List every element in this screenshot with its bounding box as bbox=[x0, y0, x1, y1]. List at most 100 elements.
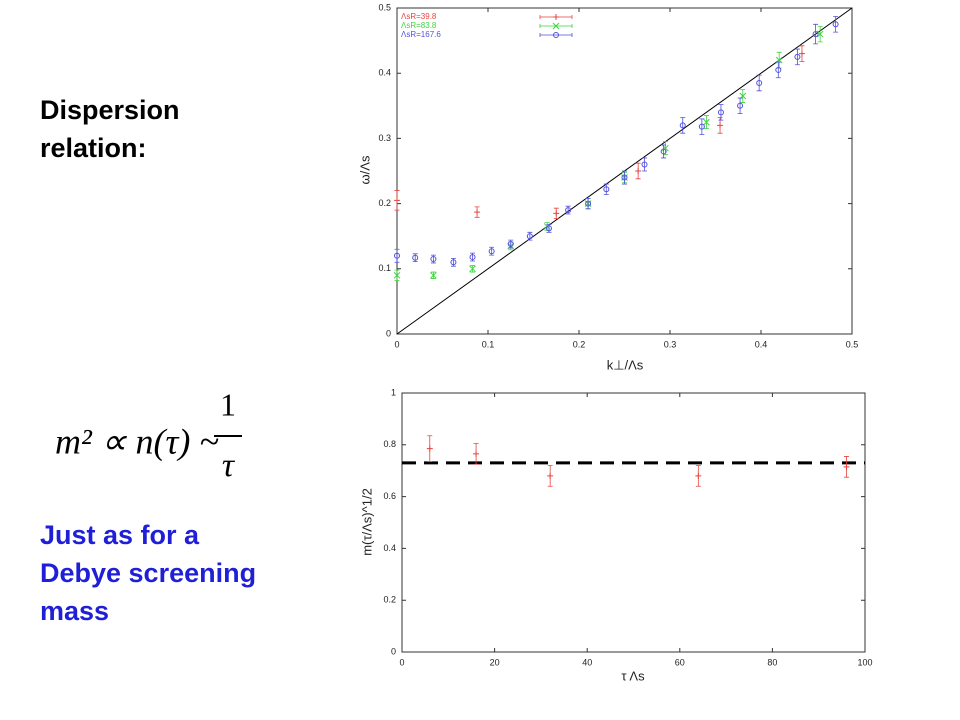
data-point bbox=[603, 186, 610, 193]
data-point bbox=[812, 31, 819, 38]
x-tick-label: 0 bbox=[399, 657, 404, 667]
data-point bbox=[695, 472, 702, 479]
error-bar bbox=[699, 118, 705, 135]
error-bar bbox=[775, 61, 781, 79]
legend-label: ΛsR=83.8 bbox=[401, 21, 437, 30]
formula-numerator: 1 bbox=[220, 386, 236, 422]
legend-label: ΛsR=167.6 bbox=[401, 30, 441, 39]
error-bar bbox=[794, 48, 800, 66]
data-point bbox=[526, 233, 533, 240]
data-point bbox=[430, 256, 437, 263]
error-bar bbox=[394, 248, 400, 263]
legend-marker bbox=[553, 32, 559, 38]
data-point bbox=[565, 207, 572, 214]
data-point bbox=[585, 200, 592, 207]
data-point bbox=[621, 174, 628, 181]
y-tick-label: 0.6 bbox=[383, 491, 396, 501]
error-bar bbox=[585, 197, 591, 210]
x-tick-label: 60 bbox=[675, 657, 685, 667]
y-tick-label: 0 bbox=[386, 328, 391, 338]
data-point bbox=[394, 197, 400, 204]
data-point bbox=[450, 259, 457, 266]
data-point bbox=[393, 271, 401, 279]
legend-marker bbox=[553, 14, 559, 20]
y-tick-label: 1 bbox=[391, 387, 396, 397]
data-point bbox=[703, 118, 710, 126]
data-point bbox=[775, 66, 782, 73]
data-point bbox=[798, 50, 805, 57]
heading: Dispersion bbox=[40, 95, 180, 125]
data-point bbox=[412, 254, 419, 261]
data-point bbox=[469, 254, 476, 261]
y-tick-label: 0.4 bbox=[383, 543, 396, 553]
y-tick-label: 0 bbox=[391, 646, 396, 656]
x-tick-label: 0.4 bbox=[755, 339, 768, 349]
y-tick-label: 0.8 bbox=[383, 439, 396, 449]
note: mass bbox=[40, 596, 109, 626]
x-tick-label: 0.3 bbox=[664, 339, 677, 349]
x-tick-label: 0.5 bbox=[846, 339, 859, 349]
error-bar bbox=[680, 117, 686, 134]
data-point bbox=[553, 210, 560, 217]
x-axis-label: τ Λs bbox=[621, 668, 645, 683]
data-point bbox=[488, 248, 495, 255]
y-tick-label: 0.5 bbox=[378, 2, 391, 12]
data-point bbox=[816, 30, 824, 38]
data-point bbox=[426, 445, 433, 452]
error-bar bbox=[642, 157, 648, 172]
data-point bbox=[794, 53, 801, 60]
error-bar bbox=[718, 104, 724, 121]
error-bar bbox=[813, 23, 819, 45]
data-point bbox=[679, 122, 686, 129]
data-point bbox=[507, 241, 514, 248]
y-axis-label: m(τ/Λs)^1/2 bbox=[359, 488, 374, 556]
y-tick-label: 0.4 bbox=[378, 68, 391, 78]
data-point bbox=[756, 79, 763, 86]
x-axis-label: k⊥/Λs bbox=[607, 357, 644, 372]
x-tick-label: 40 bbox=[582, 657, 592, 667]
data-point bbox=[474, 209, 481, 216]
data-point bbox=[394, 252, 400, 259]
y-axis-label: ω/Λs bbox=[357, 155, 372, 184]
error-bar bbox=[737, 97, 743, 115]
x-tick-label: 0.2 bbox=[573, 339, 586, 349]
error-bar bbox=[622, 170, 627, 185]
formula-denominator: τ bbox=[222, 447, 236, 484]
data-point bbox=[660, 148, 667, 155]
data-point bbox=[737, 102, 744, 109]
error-bar bbox=[603, 183, 609, 195]
data-point bbox=[430, 271, 437, 279]
y-tick-label: 0.3 bbox=[378, 133, 391, 143]
formula: m² ∝ n(τ) ~ bbox=[55, 421, 219, 461]
note: Just as for a bbox=[40, 520, 200, 550]
data-point bbox=[469, 265, 476, 273]
error-bar bbox=[833, 16, 839, 33]
legend-label: ΛsR=39.8 bbox=[401, 12, 437, 21]
y-tick-label: 0.2 bbox=[383, 595, 396, 605]
y-tick-label: 0.2 bbox=[378, 198, 391, 208]
data-point bbox=[717, 122, 724, 129]
data-point bbox=[698, 123, 705, 130]
plot-frame bbox=[396, 7, 853, 335]
x-tick-label: 0.1 bbox=[482, 339, 495, 349]
legend-marker bbox=[552, 22, 560, 30]
data-point bbox=[635, 168, 642, 174]
heading: relation: bbox=[40, 133, 147, 163]
data-point bbox=[717, 109, 724, 116]
x-tick-label: 0 bbox=[394, 339, 399, 349]
x-tick-label: 100 bbox=[857, 657, 872, 667]
note: Debye screening bbox=[40, 558, 256, 588]
data-point bbox=[545, 225, 552, 232]
x-tick-label: 20 bbox=[490, 657, 500, 667]
x-tick-label: 80 bbox=[767, 657, 777, 667]
data-point bbox=[843, 463, 850, 470]
legend-swatch bbox=[539, 33, 573, 37]
data-point bbox=[547, 472, 554, 479]
error-bar bbox=[756, 74, 762, 92]
data-point bbox=[641, 161, 648, 168]
data-point bbox=[473, 450, 480, 457]
y-tick-label: 0.1 bbox=[378, 263, 391, 273]
error-bar bbox=[661, 144, 667, 159]
data-point bbox=[832, 21, 839, 28]
